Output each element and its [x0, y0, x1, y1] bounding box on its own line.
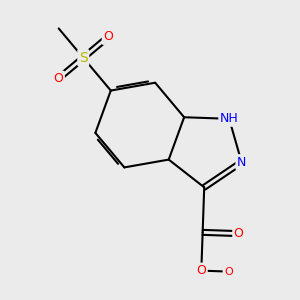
- Text: O: O: [196, 264, 206, 277]
- Text: O: O: [103, 30, 113, 44]
- Text: O: O: [234, 227, 244, 240]
- Text: NH: NH: [220, 112, 239, 125]
- Text: O: O: [224, 267, 233, 277]
- Text: N: N: [237, 156, 246, 169]
- Text: S: S: [79, 51, 88, 65]
- Text: O: O: [53, 72, 63, 85]
